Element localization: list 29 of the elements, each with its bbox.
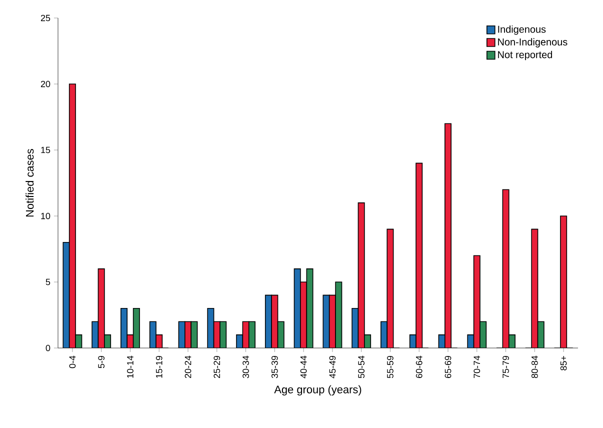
x-tick-label: 50-54 — [358, 356, 365, 378]
x-tick-label: 5-9 — [98, 356, 105, 368]
legend-label: Indigenous — [498, 25, 546, 35]
x-tick-label: 60-64 — [416, 356, 422, 378]
x-tick-label: 80-84 — [531, 356, 538, 378]
legend-label: Not reported — [498, 50, 552, 60]
y-tick-label: 5 — [46, 278, 50, 286]
legend-label: Non-Indigenous — [498, 38, 568, 48]
x-tick-label: 85+ — [560, 356, 567, 370]
y-axis-title: Notified cases — [26, 149, 34, 217]
x-tick-label: 40-44 — [300, 356, 307, 378]
x-tick-label: 15-19 — [156, 356, 162, 378]
x-tick-label: 35-39 — [271, 356, 278, 378]
x-tick-label: 20-24 — [184, 356, 192, 378]
x-tick-label: 30-34 — [242, 356, 249, 378]
y-tick-label: 20 — [40, 80, 50, 88]
y-tick-label: 0 — [46, 344, 50, 352]
x-axis-title: Age group (years) — [274, 385, 362, 396]
x-tick-label: 70-74 — [474, 356, 480, 378]
x-tick-label: 55-59 — [387, 356, 394, 378]
x-tick-label: 0-4 — [69, 356, 76, 368]
x-tick-label: 45-49 — [329, 356, 336, 378]
y-tick-label: 25 — [40, 14, 50, 22]
x-tick-label: 75-79 — [502, 356, 509, 378]
y-tick-label: 10 — [41, 212, 50, 220]
x-tick-label: 65-69 — [444, 356, 452, 378]
x-tick-label: 25-29 — [214, 356, 220, 378]
x-tick-label: 10-14 — [127, 356, 134, 378]
y-tick-label: 15 — [41, 146, 50, 154]
